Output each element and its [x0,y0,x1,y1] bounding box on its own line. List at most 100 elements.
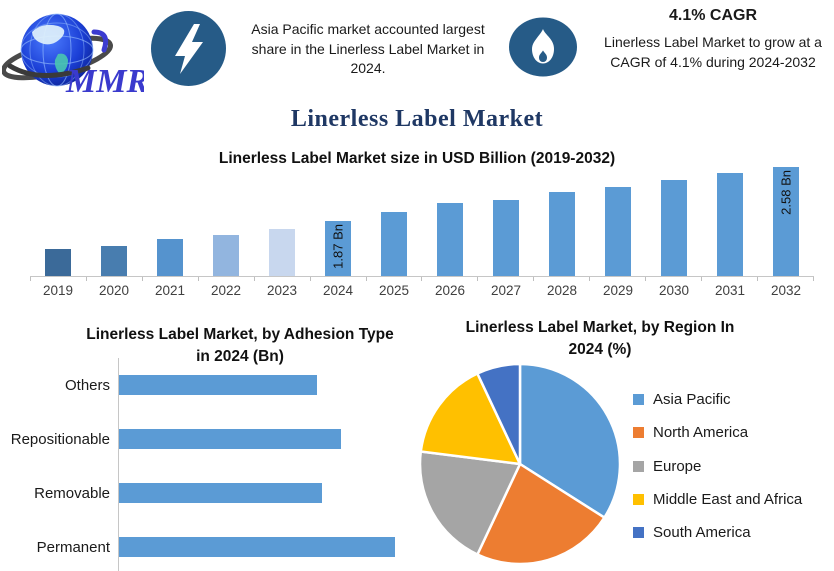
region-legend: Asia Pacific North America Europe Middle Ea… [633,383,833,549]
adhesion-label: Permanent [36,538,110,556]
highlight-asia-pacific: Asia Pacific market accounted largest sh… [251,21,485,77]
tick-2027 [478,277,535,281]
cagr-block: 4.1% CAGR Linerless Label Market to grow… [594,7,832,72]
tick-2023 [255,277,311,281]
adhesion-row-removable: Removable [8,466,420,520]
legend-label: Asia Pacific [653,391,731,409]
bar-2024: 1.87 Bn [325,221,351,276]
bar-2023 [269,229,295,276]
bar-slot-2022 [198,165,254,276]
legend-label: Middle East and Africa [653,491,803,509]
legend-item-north-america: North America [633,416,833,449]
x-axis-label-2032: 2032 [770,283,802,298]
x-axis-label-2031: 2031 [714,283,746,298]
adhesion-row-others: Others [8,358,420,412]
bar-value-label-2024: 1.87 Bn [330,224,346,269]
adhesion-track [118,412,420,466]
x-axis-label-2029: 2029 [602,283,634,298]
x-axis-label-2022: 2022 [210,283,242,298]
adhesion-bar-removable [119,483,322,503]
x-axis-label-2023: 2023 [266,283,298,298]
bar-2028 [549,192,575,276]
legend-marker-icon [633,494,644,506]
adhesion-title-line1: Linerless Label Market, by Adhesion Type [86,326,394,343]
legend-item-asia-pacific: Asia Pacific [633,383,833,416]
bar-2029 [605,187,631,276]
main-chart-title: Linerless Label Market size in USD Billi… [218,150,616,167]
adhesion-bar-permanent [119,537,395,557]
tick-2031 [702,277,758,281]
x-axis-label-2026: 2026 [434,283,466,298]
adhesion-title-line2: in 2024 (Bn) [196,348,284,366]
legend-label: Europe [653,457,702,475]
legend-marker-icon [633,527,644,539]
legend-item-europe: Europe [633,450,833,483]
main-bar-chart: 1.87 Bn 2.58 Bn 2019 2020 2021 2022 2023 2024 2… [30,165,814,298]
x-axis-label-2020: 2020 [98,283,130,298]
bar-slot-2025 [366,165,422,276]
tick-2019 [31,277,87,281]
cagr-title: 4.1% CAGR [668,7,758,24]
pie-slice-south-america [476,362,522,466]
lightning-badge [151,11,226,86]
mmr-logo: MMR [1,6,149,100]
bar-2019 [45,249,71,276]
adhesion-track [118,520,420,571]
globe-icon: MMR [1,13,149,100]
x-axis-label-2021: 2021 [154,283,186,298]
tick-2024 [311,277,367,281]
bar-2020 [101,246,127,276]
bar-slot-2024: 1.87 Bn [310,165,366,276]
bar-slot-2028 [534,165,590,276]
tick-2030 [646,277,703,281]
bar-slot-2030 [646,165,702,276]
x-axis-labels: 2019 2020 2021 2022 2023 2024 2025 2026 2027 2028… [30,283,814,298]
bar-slot-2021 [142,165,198,276]
tick-2029 [590,277,647,281]
bar-slot-2032: 2.58 Bn [758,165,814,276]
bar-slot-2026 [422,165,478,276]
pie-slice-middle-east-and-africa [419,372,522,466]
adhesion-label: Repositionable [10,430,110,448]
adhesion-chart-title: Linerless Label Market, by Adhesion Type… [30,324,450,369]
x-axis-label-2027: 2027 [490,283,522,298]
flame-icon [509,17,577,77]
region-pie-chart [418,362,622,566]
bar-2022 [213,235,239,276]
bar-2031 [717,173,743,276]
region-title-line2: 2024 (%) [568,341,632,359]
tick-2021 [143,277,199,281]
main-bar-plot: 1.87 Bn 2.58 Bn [30,165,814,277]
legend-label: North America [653,424,749,442]
x-axis-label-2030: 2030 [658,283,690,298]
adhesion-bar-others [119,375,317,395]
lightning-icon [151,11,226,86]
legend-item-middle-east-and-africa: Middle East and Africa [633,483,833,516]
pie-slice-europe [418,450,522,556]
adhesion-bar-chart: Others Repositionable Removable Permanent [8,358,420,571]
cagr-text: Linerless Label Market to grow at a CAGR… [604,34,822,70]
adhesion-row-repositionable: Repositionable [8,412,420,466]
tick-2032 [758,277,814,281]
legend-marker-icon [633,427,644,439]
adhesion-track [118,358,420,412]
bar-slot-2029 [590,165,646,276]
tick-2026 [422,277,479,281]
adhesion-track [118,466,420,520]
page-title: Linerless Label Market [290,106,544,132]
bar-2032: 2.58 Bn [773,167,799,276]
tick-2020 [87,277,143,281]
adhesion-label: Others [64,376,110,394]
legend-marker-icon [633,394,644,406]
tick-2022 [199,277,255,281]
bar-2030 [661,180,687,276]
adhesion-label: Removable [34,484,110,502]
bar-slot-2027 [478,165,534,276]
x-axis-ticks [30,277,814,281]
bar-2027 [493,200,519,276]
tick-2028 [534,277,591,281]
bar-slot-2019 [30,165,86,276]
x-axis-label-2019: 2019 [42,283,74,298]
x-axis-label-2024: 2024 [322,283,354,298]
